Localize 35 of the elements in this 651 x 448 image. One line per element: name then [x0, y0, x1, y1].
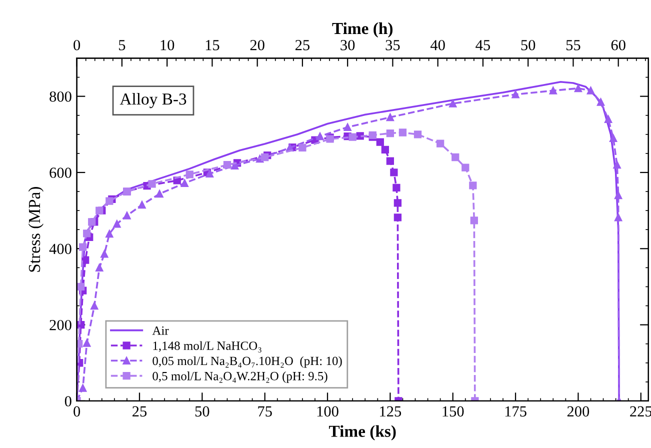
x-tick-label: 125 — [380, 406, 402, 417]
x-tick-label: 100 — [317, 406, 338, 417]
x2-tick-label: 40 — [430, 40, 445, 50]
x2-tick-label: 20 — [250, 40, 264, 50]
legend-label: 0,5 mol/L Na₂O₄W.2H₂O (pH: 9.5) — [152, 372, 328, 383]
x2-tick-label: 0 — [74, 40, 80, 50]
y-tick-label: 600 — [50, 168, 72, 178]
x-tick-label: 75 — [258, 406, 272, 417]
x2-axis-title: Time (h) — [332, 22, 393, 38]
x2-tick-label: 55 — [566, 40, 580, 50]
x2-tick-label: 15 — [206, 40, 220, 50]
x2-tick-label: 50 — [521, 40, 536, 50]
x2-tick-label: 25 — [295, 40, 310, 50]
y-axis-title: Stress (MPa) — [28, 187, 44, 272]
y-tick-label: 200 — [50, 320, 72, 330]
x-tick-label: 0 — [74, 406, 80, 417]
y-tick-label: 800 — [50, 91, 72, 102]
x-tick-label: 25 — [132, 406, 147, 417]
x-tick-label: 50 — [195, 406, 210, 417]
x2-tick-label: 35 — [386, 40, 400, 50]
x-tick-label: 150 — [442, 406, 464, 417]
y-tick-label: 400 — [49, 244, 72, 254]
annotation: Alloy B-3 — [120, 92, 186, 108]
x2-tick-label: 45 — [476, 40, 490, 50]
x2-tick-label: 30 — [340, 40, 355, 50]
legend-label: 0,05 mol/L Na₂B₄O₇.10H₂O (pH: 10) — [152, 356, 342, 368]
x-tick-label: 200 — [567, 406, 590, 417]
x-axis-title: Time (ks) — [328, 425, 396, 440]
y-tick-label: 0 — [64, 396, 72, 406]
x2-tick-label: 10 — [160, 40, 174, 50]
x2-tick-label: 60 — [611, 40, 626, 50]
legend-label: Air — [152, 326, 169, 335]
x-tick-label: 175 — [505, 406, 526, 417]
x2-tick-label: 5 — [119, 40, 126, 50]
legend-label: 1,148 mol/L NaHCO₃ — [153, 341, 262, 352]
